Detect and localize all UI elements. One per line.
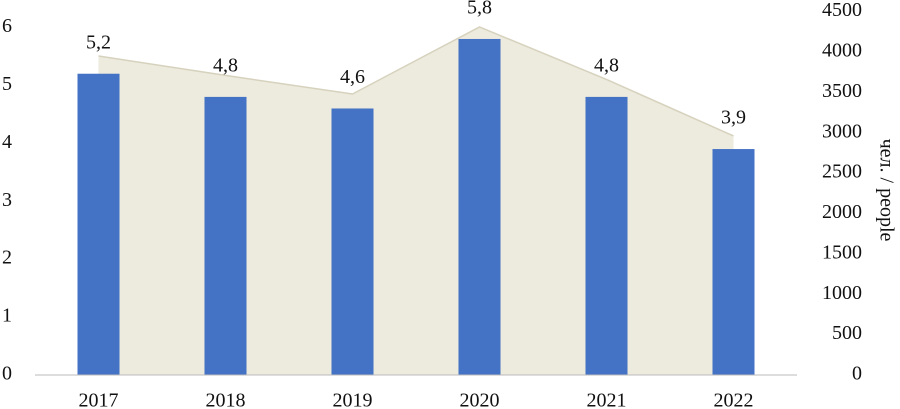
y-tick-label: 2 xyxy=(2,247,12,269)
data-label: 4,6 xyxy=(340,66,365,88)
data-label: 3,9 xyxy=(721,107,746,129)
y-tick-label: 5 xyxy=(2,73,12,95)
y-tick-label: 4 xyxy=(2,131,12,153)
y2-tick-label: 1000 xyxy=(822,282,862,304)
data-label: 5,2 xyxy=(86,31,111,53)
y2-axis-label: чел. / people xyxy=(875,139,897,242)
data-label: 4,8 xyxy=(594,54,619,76)
area-line xyxy=(98,26,734,137)
y2-tick-label: 2000 xyxy=(822,201,862,223)
x-tick-label: 2021 xyxy=(587,390,627,409)
x-tick-label: 2018 xyxy=(206,390,246,409)
bar xyxy=(204,96,247,376)
y2-tick-label: 4000 xyxy=(822,40,862,62)
y2-tick-label: 1500 xyxy=(822,241,862,263)
y-tick-label: 1 xyxy=(2,305,12,327)
y-tick-label: 0 xyxy=(2,363,12,385)
x-tick-label: 2017 xyxy=(79,390,119,409)
y-tick-label: 3 xyxy=(2,189,12,211)
x-tick-label: 2020 xyxy=(460,390,500,409)
y2-tick-label: 500 xyxy=(832,322,862,344)
y2-tick-label: 0 xyxy=(852,363,862,385)
y-tick-label: 6 xyxy=(2,15,12,37)
bar xyxy=(585,96,628,376)
bar xyxy=(458,38,501,375)
area xyxy=(98,26,734,375)
bar xyxy=(331,108,374,375)
y2-tick-label: 2500 xyxy=(822,161,862,183)
y2-tick-label: 4500 xyxy=(822,0,862,21)
data-label: 5,8 xyxy=(467,0,492,19)
y2-tick-label: 3500 xyxy=(822,80,862,102)
x-tick-label: 2022 xyxy=(714,390,754,409)
data-label: 4,8 xyxy=(213,54,238,76)
bar xyxy=(712,149,755,375)
x-tick-label: 2019 xyxy=(333,390,373,409)
bar xyxy=(77,73,120,375)
y2-tick-label: 3000 xyxy=(822,120,862,142)
